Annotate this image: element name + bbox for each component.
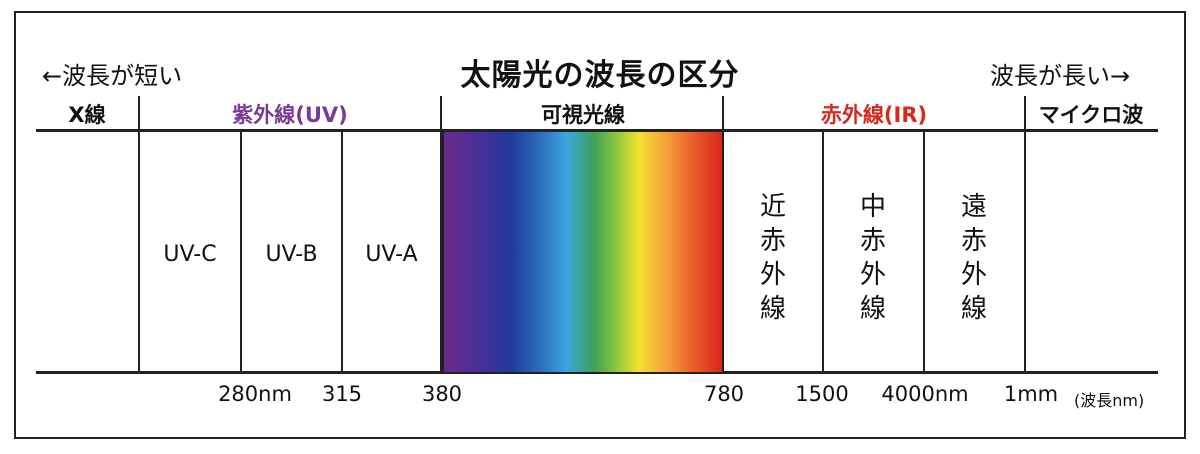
wavelength-unit-label: (波長nm) bbox=[1074, 391, 1145, 410]
visible-spectrum-gradient bbox=[442, 132, 724, 372]
near-ir-label: 近赤外線 bbox=[759, 192, 786, 324]
band-header-microwave: マイクロ波 bbox=[1038, 103, 1144, 127]
divider-near-mid-ir bbox=[822, 131, 824, 373]
header-divider-line bbox=[36, 129, 1158, 132]
tick-label-780: 780 bbox=[703, 382, 745, 406]
diagram-title: 太陽光の波長の区分 bbox=[460, 58, 740, 93]
uv-b-label: UV-B bbox=[265, 242, 318, 267]
uv-a-label: UV-A bbox=[365, 242, 418, 267]
diagram-frame bbox=[14, 11, 1186, 439]
tick-label-380: 380 bbox=[421, 382, 463, 406]
baseline-axis-line bbox=[36, 371, 1158, 374]
band-header-ir: 赤外線(IR) bbox=[820, 103, 928, 127]
longer-wavelength-label: 波長が長い→ bbox=[990, 62, 1131, 90]
band-header-xray: X線 bbox=[68, 103, 106, 127]
tick-label-1500: 1500 bbox=[795, 382, 849, 406]
divider-ir-microwave bbox=[1024, 96, 1026, 373]
uv-c-label: UV-C bbox=[163, 242, 217, 267]
tick-label-4000nm: 4000nm bbox=[881, 382, 969, 406]
band-header-uv: 紫外線(UV) bbox=[232, 103, 348, 127]
divider-xray-uv bbox=[138, 96, 140, 373]
band-header-visible: 可視光線 bbox=[541, 103, 625, 127]
divider-uvb-uva bbox=[341, 131, 343, 373]
shorter-wavelength-label: ←波長が短い bbox=[42, 62, 183, 90]
divider-uvc-uvb bbox=[240, 131, 242, 373]
far-ir-label: 遠赤外線 bbox=[960, 192, 987, 324]
mid-ir-label: 中赤外線 bbox=[859, 192, 886, 324]
tick-label-1mm: 1mm bbox=[1003, 382, 1059, 406]
divider-uv-visible bbox=[440, 96, 442, 373]
tick-label-315: 315 bbox=[321, 382, 363, 406]
divider-mid-far-ir bbox=[923, 131, 925, 373]
tick-label-280nm: 280nm bbox=[218, 382, 292, 406]
